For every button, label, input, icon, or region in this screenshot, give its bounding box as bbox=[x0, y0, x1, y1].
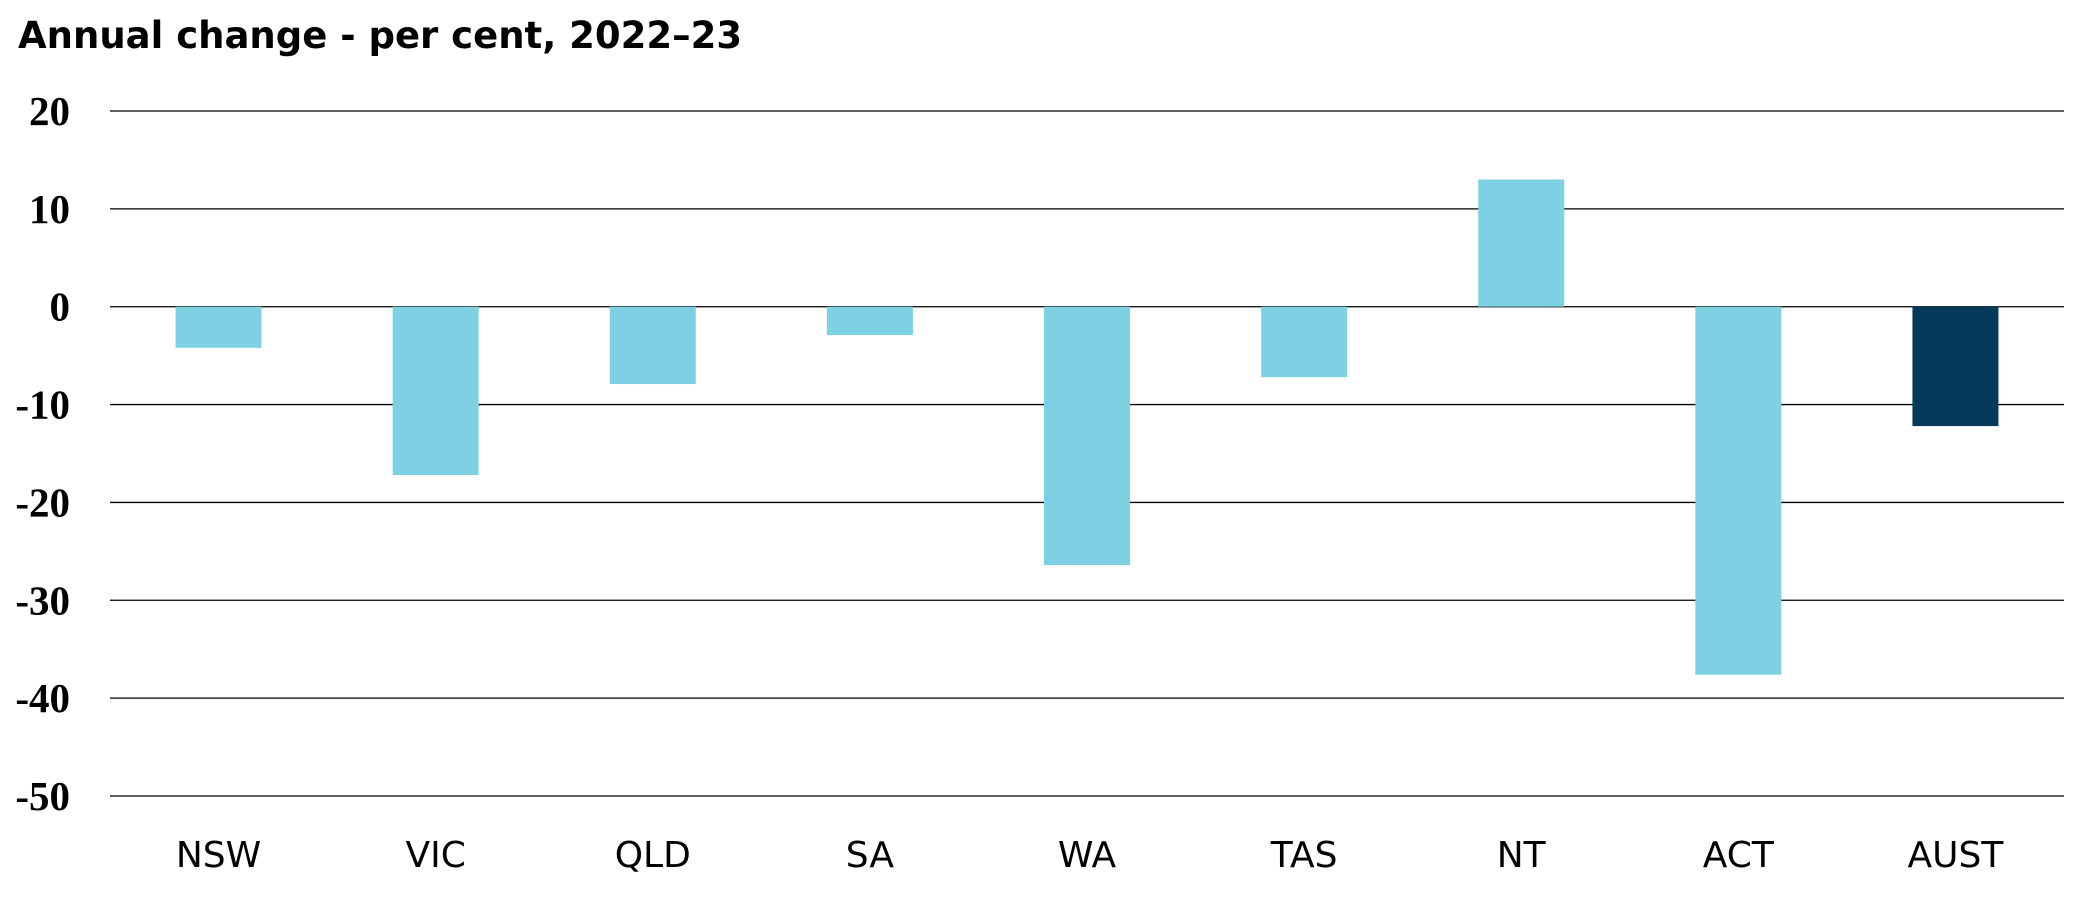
bar-aust bbox=[1912, 306, 1999, 427]
bar-act bbox=[1695, 306, 1782, 675]
y-axis-ticks: 20 10 0 -10 -20 -30 -40 -50 bbox=[15, 88, 70, 819]
chart-title: Annual change - per cent, 2022–23 bbox=[18, 14, 743, 57]
x-tick-label-aust: AUST bbox=[1908, 835, 2005, 876]
bars bbox=[175, 179, 1999, 675]
x-tick-label-vic: VIC bbox=[405, 835, 465, 876]
bar-nsw bbox=[175, 306, 262, 348]
bar-nt bbox=[1478, 179, 1565, 307]
y-tick-label: 20 bbox=[29, 88, 70, 134]
y-tick-label: 10 bbox=[29, 186, 70, 232]
y-tick-label: -20 bbox=[15, 479, 70, 525]
y-tick-label: -40 bbox=[15, 675, 70, 721]
bar-vic bbox=[392, 306, 479, 476]
x-tick-label-tas: TAS bbox=[1270, 835, 1338, 876]
x-axis-ticks: NSW VIC QLD SA WA TAS NT ACT AUST bbox=[176, 835, 2004, 876]
y-tick-label: 0 bbox=[50, 284, 71, 330]
bar-sa bbox=[826, 306, 913, 336]
y-tick-label: -50 bbox=[15, 773, 70, 819]
x-tick-label-wa: WA bbox=[1058, 835, 1117, 876]
y-tick-label: -10 bbox=[15, 382, 70, 428]
x-tick-label-nsw: NSW bbox=[176, 835, 261, 876]
x-tick-label-qld: QLD bbox=[615, 835, 691, 876]
y-tick-label: -30 bbox=[15, 577, 70, 623]
x-tick-label-sa: SA bbox=[846, 835, 895, 876]
x-tick-label-nt: NT bbox=[1497, 835, 1547, 876]
bar-tas bbox=[1261, 306, 1348, 378]
bar-wa bbox=[1044, 306, 1130, 566]
bar-qld bbox=[609, 306, 696, 385]
x-tick-label-act: ACT bbox=[1703, 835, 1775, 876]
